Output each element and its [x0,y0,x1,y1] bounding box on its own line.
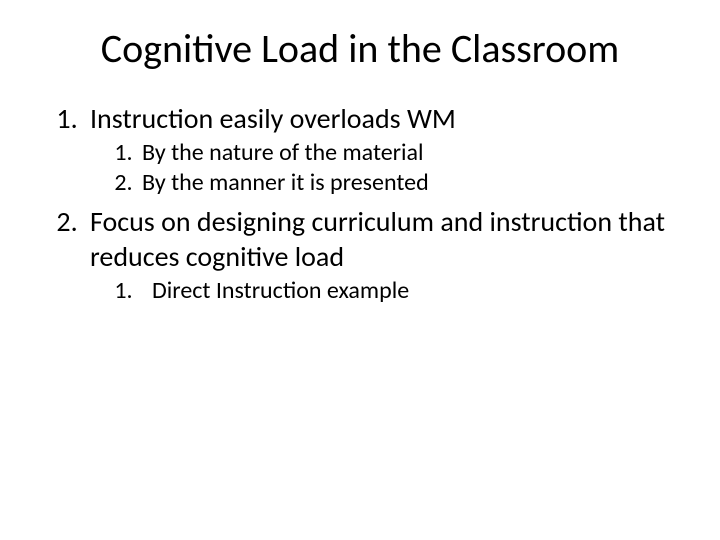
list-item: By the nature of the material [138,138,682,168]
slide-title: Cognitive Load in the Classroom [38,24,682,73]
list-item-text: Focus on designing curriculum and instru… [90,204,665,274]
slide: Cognitive Load in the Classroom Instruct… [0,0,720,540]
outline-sublist: By the nature of the material By the man… [90,138,682,198]
outline-sublist: Direct Instruction example [90,276,682,306]
list-item-text: Direct Instruction example [152,276,409,305]
list-item: Instruction easily overloads WM By the n… [84,101,682,198]
list-item: Direct Instruction example [138,276,682,306]
list-item-text: By the nature of the material [142,138,424,167]
list-item-text: By the manner it is presented [142,168,429,197]
list-item: Focus on designing curriculum and instru… [84,204,682,306]
list-item-text: Instruction easily overloads WM [90,101,456,136]
outline-list: Instruction easily overloads WM By the n… [38,101,682,306]
list-item: By the manner it is presented [138,168,682,198]
